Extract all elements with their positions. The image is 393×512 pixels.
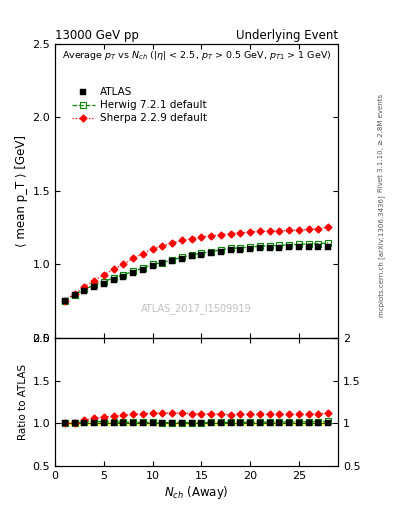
Legend: ATLAS, Herwig 7.2.1 default, Sherpa 2.2.9 default: ATLAS, Herwig 7.2.1 default, Sherpa 2.2.… bbox=[69, 84, 210, 126]
Text: Rivet 3.1.10, ≥ 2.8M events: Rivet 3.1.10, ≥ 2.8M events bbox=[378, 94, 384, 193]
Text: Underlying Event: Underlying Event bbox=[236, 29, 338, 42]
Text: ATLAS_2017_I1509919: ATLAS_2017_I1509919 bbox=[141, 303, 252, 314]
Text: mcplots.cern.ch [arXiv:1306.3436]: mcplots.cern.ch [arXiv:1306.3436] bbox=[378, 195, 385, 317]
Text: 13000 GeV pp: 13000 GeV pp bbox=[55, 29, 139, 42]
X-axis label: $N_{ch}$ (Away): $N_{ch}$ (Away) bbox=[164, 483, 229, 501]
Y-axis label: ⟨ mean p_T ⟩ [GeV]: ⟨ mean p_T ⟩ [GeV] bbox=[15, 135, 28, 247]
Text: Average $p_T$ vs $N_{ch}$ ($|\eta|$ < 2.5, $p_T$ > 0.5 GeV, $p_{T1}$ > 1 GeV): Average $p_T$ vs $N_{ch}$ ($|\eta|$ < 2.… bbox=[62, 50, 331, 62]
Y-axis label: Ratio to ATLAS: Ratio to ATLAS bbox=[18, 364, 28, 440]
